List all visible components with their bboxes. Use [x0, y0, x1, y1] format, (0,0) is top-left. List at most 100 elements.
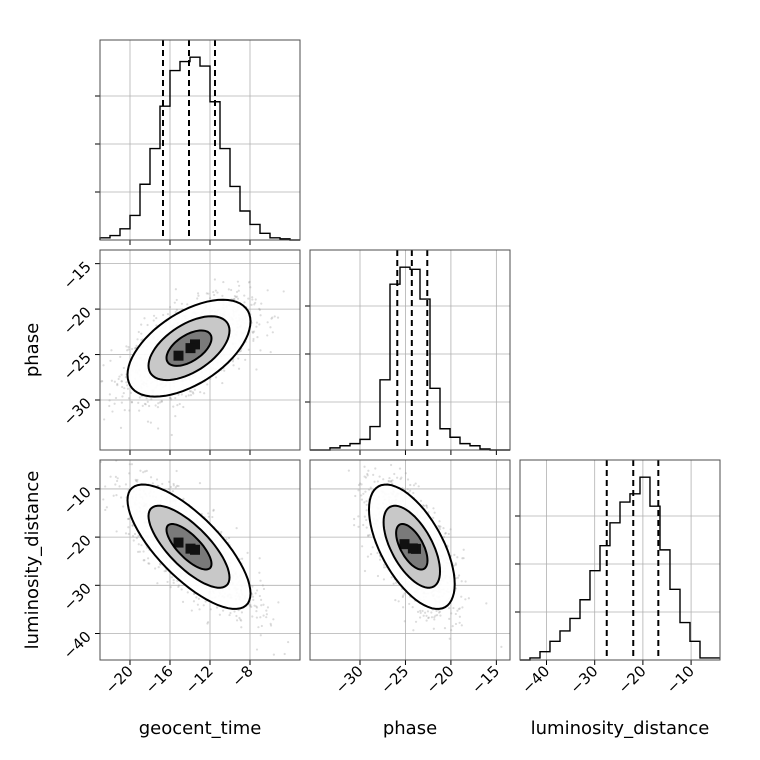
scatter-point: [168, 305, 172, 309]
scatter-point: [193, 388, 196, 391]
scatter-point: [172, 578, 175, 582]
scatter-point: [105, 506, 108, 509]
scatter-point: [157, 484, 160, 488]
scatter-point: [398, 467, 402, 470]
scatter-point: [127, 348, 130, 351]
scatter-point: [170, 576, 174, 579]
scatter-point: [190, 390, 193, 393]
scatter-point: [137, 401, 140, 404]
scatter-point: [460, 624, 463, 627]
scatter-point: [135, 537, 139, 540]
scatter-point: [229, 611, 232, 615]
scatter-point: [450, 629, 453, 632]
scatter-point: [272, 653, 275, 656]
scatter-point: [148, 404, 151, 408]
scatter-point: [442, 535, 446, 539]
scatter-point: [180, 302, 184, 305]
scatter-point: [387, 456, 389, 458]
scatter-point: [457, 607, 460, 611]
scatter-point: [176, 579, 179, 582]
scatter-point: [240, 557, 244, 560]
scatter-point: [144, 403, 147, 406]
scatter-point: [206, 622, 209, 625]
scatter-point: [225, 538, 228, 541]
scatter-point: [101, 379, 104, 383]
scatter-point: [388, 476, 391, 480]
scatter-point: [266, 606, 270, 609]
scatter-point: [239, 619, 243, 622]
x-tick-label: −30: [566, 662, 601, 697]
scatter-point: [235, 527, 238, 530]
scatter-point: [143, 317, 146, 320]
scatter-point: [447, 607, 451, 610]
scatter-point: [234, 296, 237, 299]
density-cell: [407, 543, 418, 554]
scatter-point: [425, 504, 428, 507]
scatter-point: [258, 323, 261, 326]
ylabel-luminosity-distance: luminosity_distance: [22, 471, 43, 650]
scatter-point: [438, 525, 441, 528]
scatter-point: [406, 488, 409, 491]
scatter-point: [422, 614, 425, 617]
scatter-point: [414, 620, 418, 623]
scatter-point: [172, 484, 175, 487]
x-tick-label: −16: [142, 662, 177, 697]
density-cell: [173, 537, 184, 548]
panel-frame: [519, 459, 721, 661]
scatter-point: [262, 603, 265, 606]
scatter-point: [374, 467, 377, 470]
scatter-point: [247, 297, 250, 300]
scatter-point: [174, 415, 177, 418]
scatter-point: [265, 616, 268, 619]
y-tick-label: −10: [60, 483, 95, 518]
scatter-point: [192, 592, 196, 596]
scatter-point: [211, 515, 214, 519]
scatter-point: [269, 624, 273, 627]
scatter-point: [454, 577, 458, 580]
scatter-point: [389, 463, 393, 467]
scatter-point: [435, 614, 439, 617]
scatter-point: [170, 433, 173, 437]
scatter-point: [258, 307, 261, 310]
scatter-point: [138, 409, 141, 412]
scatter-point: [140, 332, 143, 335]
scatter-point: [255, 368, 258, 371]
scatter-point: [138, 396, 141, 399]
scatter-point: [235, 295, 239, 298]
scatter-point: [199, 391, 202, 394]
scatter-point: [184, 395, 188, 398]
scatter-point: [124, 483, 128, 486]
scatter-point: [266, 289, 269, 292]
scatter-point: [393, 472, 396, 476]
scatter-point: [365, 518, 368, 522]
scatter-point: [172, 482, 175, 486]
scatter-point: [425, 506, 429, 509]
y-tick-label: −20: [60, 531, 95, 566]
scatter-point: [191, 391, 194, 394]
scatter-point: [131, 524, 134, 527]
scatter-point: [269, 326, 272, 329]
scatter-point: [237, 289, 240, 292]
scatter-point: [438, 526, 441, 529]
scatter-point: [389, 480, 392, 483]
scatter-point: [254, 298, 257, 301]
scatter-point: [369, 553, 373, 556]
contour-line: [382, 504, 442, 589]
scatter-point: [250, 303, 253, 306]
scatter-point: [378, 558, 382, 561]
scatter-point: [404, 472, 407, 475]
contour-line: [165, 523, 213, 571]
scatter-point: [132, 539, 135, 542]
density-layer: [347, 456, 503, 649]
scatter-point: [196, 603, 199, 606]
scatter-point: [174, 310, 177, 314]
scatter-point: [255, 605, 258, 608]
scatter-point: [231, 360, 235, 363]
scatter-point: [259, 349, 262, 352]
scatter-point: [205, 292, 208, 295]
scatter-point: [213, 278, 216, 281]
histogram-phase: [310, 266, 510, 451]
scatter-point: [130, 463, 134, 466]
scatter-point: [240, 626, 243, 629]
scatter-point: [438, 610, 442, 613]
